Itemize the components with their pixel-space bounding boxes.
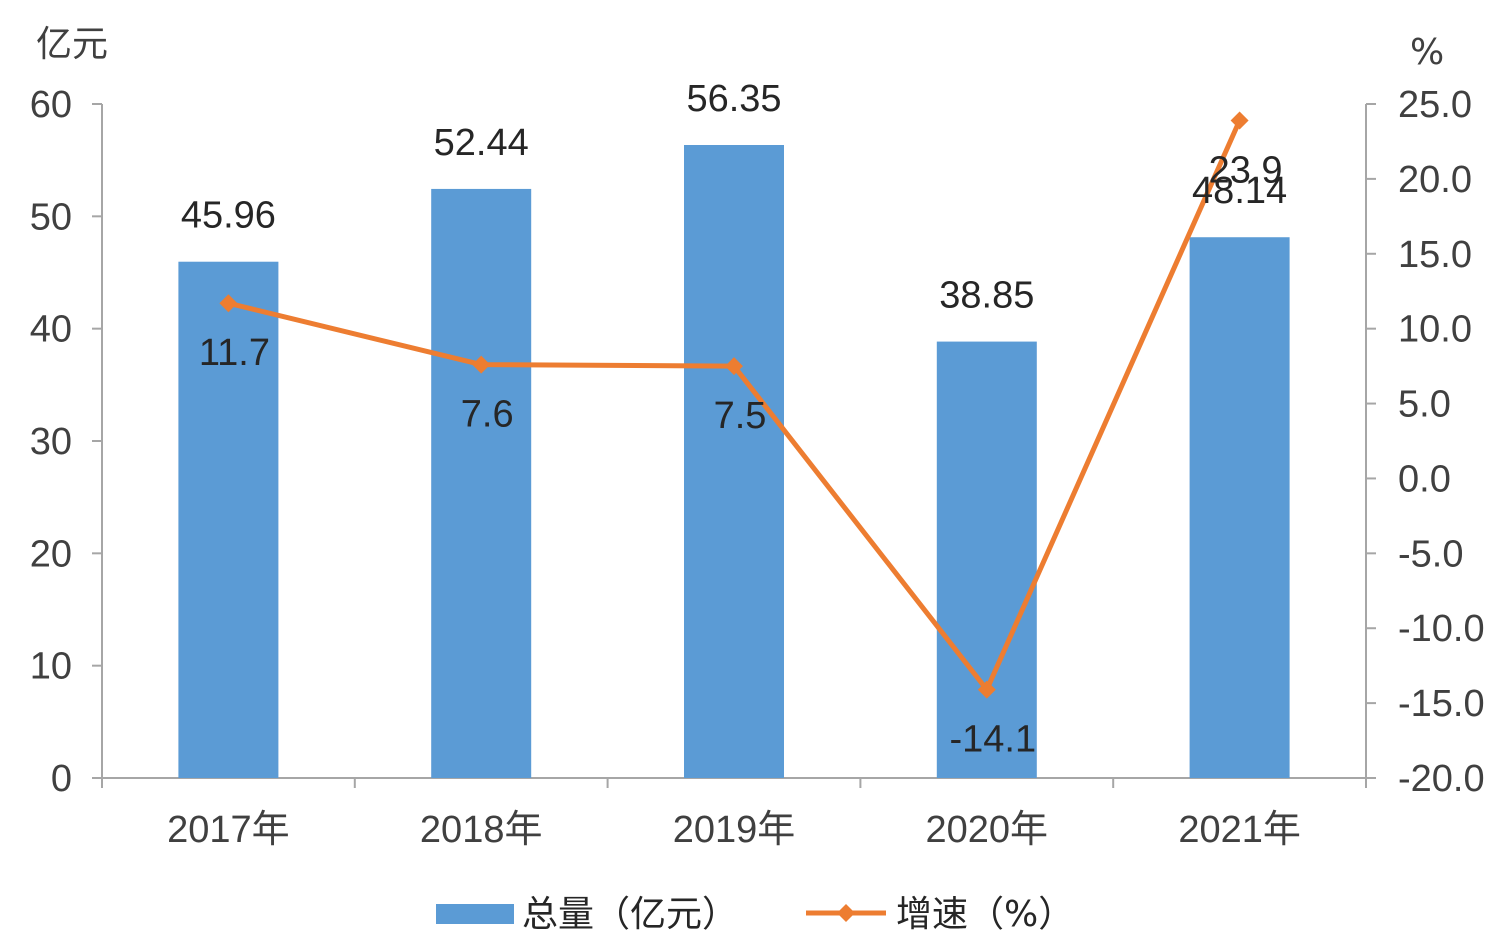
bar bbox=[1189, 237, 1290, 778]
line-point bbox=[219, 294, 238, 313]
line-value-label: 11.7 bbox=[199, 332, 270, 374]
bar-value-label: 45.96 bbox=[181, 195, 276, 237]
x-tick-label: 2020年 bbox=[926, 809, 1049, 851]
legend-swatch-marker bbox=[837, 904, 855, 922]
bar bbox=[684, 145, 784, 779]
bar-series bbox=[178, 145, 1290, 779]
right-tick-label: 10.0 bbox=[1398, 309, 1472, 351]
bar-value-label: 48.14 bbox=[1192, 170, 1287, 212]
right-tick-label: 20.0 bbox=[1398, 159, 1472, 201]
x-tick-label: 2018年 bbox=[420, 809, 543, 851]
line-value-label: 7.6 bbox=[461, 394, 514, 436]
bar bbox=[178, 261, 279, 778]
bar-value-label: 56.35 bbox=[686, 78, 781, 120]
x-tick-label: 2017年 bbox=[167, 809, 290, 851]
line-series bbox=[219, 111, 1249, 699]
line-point bbox=[725, 357, 743, 376]
legend-swatch-bar bbox=[436, 904, 514, 924]
axes: 0 10 20 30 40 50 60 亿元 -20.0 -15.0 -10.0 -5.0 0.0 5.0… bbox=[30, 24, 1485, 851]
bar bbox=[431, 188, 532, 778]
line-point bbox=[1230, 111, 1249, 130]
right-tick-label: -10.0 bbox=[1398, 608, 1485, 650]
left-tick-label: 0 bbox=[51, 758, 72, 800]
line-value-label: -14.1 bbox=[949, 719, 1036, 761]
right-tick-label: 0.0 bbox=[1398, 458, 1451, 500]
line-point bbox=[977, 680, 996, 699]
x-tick-label: 2021年 bbox=[1178, 809, 1301, 851]
right-tick-label: 5.0 bbox=[1398, 384, 1451, 426]
right-tick-label: 15.0 bbox=[1398, 234, 1472, 276]
bar-value-label: 52.44 bbox=[434, 122, 529, 164]
x-tick-label: 2019年 bbox=[673, 809, 796, 851]
left-axis-unit: 亿元 bbox=[36, 24, 108, 65]
bar bbox=[936, 341, 1037, 778]
left-tick-label: 10 bbox=[30, 646, 72, 688]
right-tick-label: -15.0 bbox=[1398, 683, 1485, 725]
left-tick-label: 40 bbox=[30, 309, 72, 351]
left-tick-label: 50 bbox=[30, 196, 72, 238]
right-tick-label: -5.0 bbox=[1398, 533, 1463, 575]
left-tick-label: 60 bbox=[30, 84, 72, 126]
left-tick-label: 30 bbox=[30, 421, 72, 463]
legend: 总量（亿元） 增速（%） bbox=[436, 894, 1074, 935]
line-value-label: 23.9 bbox=[1209, 149, 1283, 191]
right-tick-label: -20.0 bbox=[1398, 758, 1485, 800]
right-tick-label: 25.0 bbox=[1398, 84, 1472, 126]
left-tick-label: 20 bbox=[30, 533, 72, 575]
bar-value-label: 38.85 bbox=[939, 275, 1034, 317]
line-value-label: 7.5 bbox=[714, 395, 767, 437]
line-point bbox=[472, 355, 491, 374]
right-axis-unit: % bbox=[1410, 32, 1444, 73]
legend-label-line: 增速（%） bbox=[896, 894, 1074, 935]
legend-label-bar: 总量（亿元） bbox=[522, 894, 738, 935]
data-labels: 45.96 52.44 56.35 38.85 48.14 11.7 7.6 7.5 -14.1… bbox=[181, 78, 1287, 761]
